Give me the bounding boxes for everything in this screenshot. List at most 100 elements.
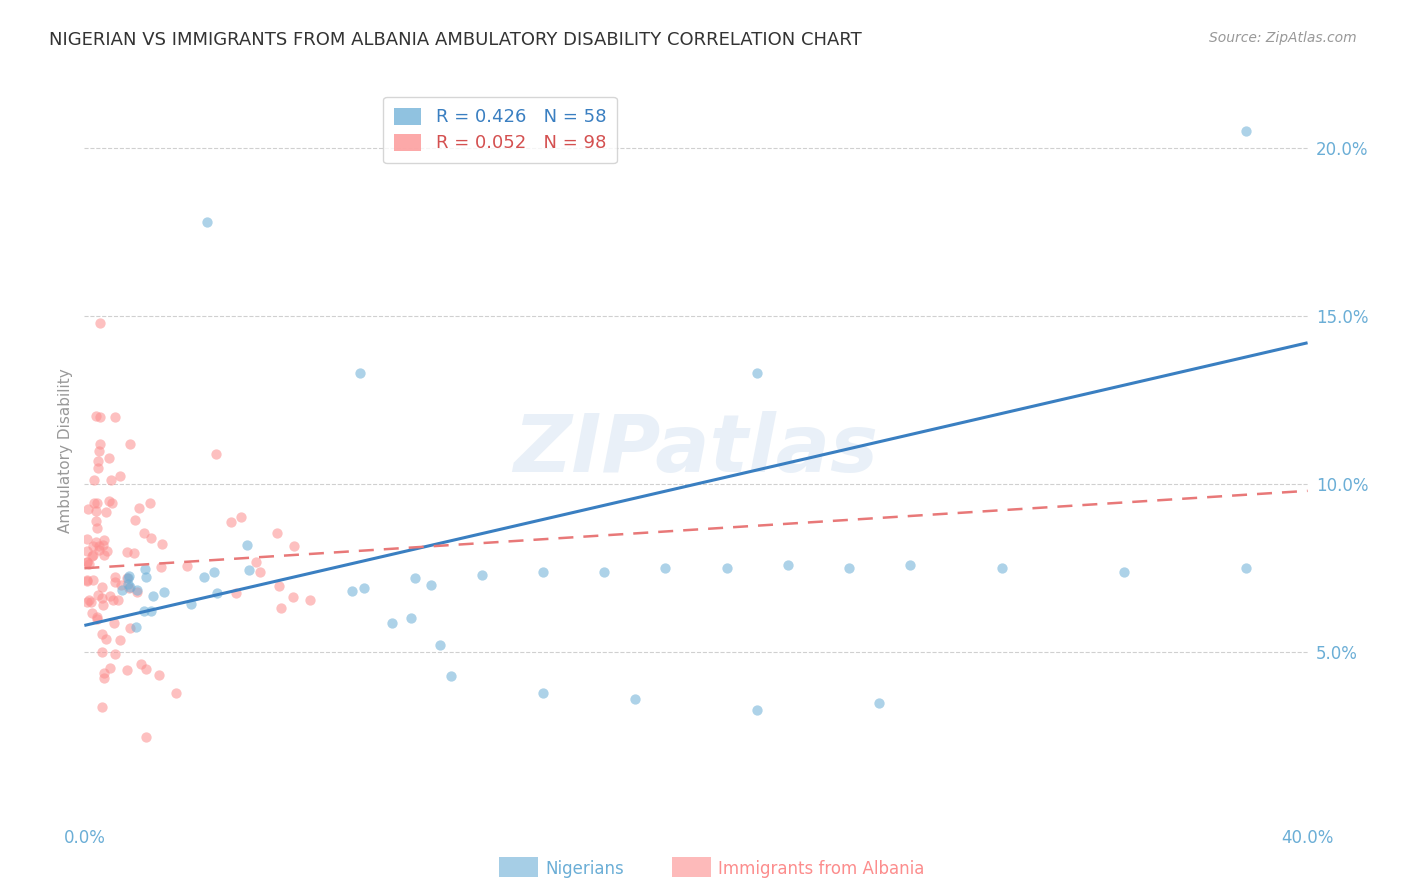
Point bbox=[531, 686, 554, 700]
Point bbox=[91, 627, 114, 641]
Point bbox=[139, 496, 162, 510]
Point bbox=[108, 469, 131, 483]
Point bbox=[89, 409, 111, 424]
Point bbox=[776, 558, 799, 572]
Point bbox=[266, 526, 288, 541]
Point bbox=[76, 555, 98, 569]
Point bbox=[381, 615, 404, 630]
Point bbox=[84, 535, 107, 549]
Point bbox=[869, 696, 891, 710]
Point bbox=[128, 501, 150, 516]
Point bbox=[342, 584, 364, 599]
Point bbox=[202, 566, 225, 580]
Point bbox=[103, 615, 125, 630]
Text: Nigerians: Nigerians bbox=[546, 860, 624, 878]
Point bbox=[76, 574, 98, 588]
Point bbox=[86, 610, 108, 624]
Point bbox=[165, 686, 187, 700]
Point bbox=[176, 559, 198, 574]
Point bbox=[86, 496, 108, 510]
Point bbox=[193, 570, 215, 584]
Point bbox=[82, 606, 104, 620]
Point bbox=[77, 557, 100, 571]
Point bbox=[134, 604, 156, 618]
Point bbox=[205, 586, 228, 600]
Point bbox=[76, 544, 98, 558]
Text: Source: ZipAtlas.com: Source: ZipAtlas.com bbox=[1209, 31, 1357, 45]
Point bbox=[101, 592, 124, 607]
Point bbox=[120, 436, 142, 450]
Point bbox=[94, 505, 117, 519]
Point bbox=[90, 591, 112, 605]
Point bbox=[153, 585, 176, 599]
Point bbox=[87, 461, 110, 475]
Point bbox=[93, 533, 115, 547]
Point bbox=[107, 593, 129, 607]
Point bbox=[87, 543, 110, 558]
Point bbox=[238, 563, 260, 577]
Point bbox=[129, 657, 152, 671]
Point bbox=[84, 409, 107, 423]
Point bbox=[115, 570, 138, 584]
Point bbox=[139, 531, 162, 545]
Point bbox=[221, 516, 243, 530]
Point bbox=[104, 574, 127, 589]
Point bbox=[82, 549, 104, 563]
Point bbox=[90, 580, 112, 594]
Point bbox=[96, 544, 118, 558]
Point bbox=[104, 570, 127, 584]
Point bbox=[149, 559, 172, 574]
Point bbox=[299, 592, 322, 607]
Point bbox=[118, 569, 141, 583]
Point bbox=[125, 582, 148, 597]
Point bbox=[91, 699, 114, 714]
Point bbox=[353, 581, 375, 595]
Point bbox=[838, 561, 860, 575]
Point bbox=[399, 611, 422, 625]
Point bbox=[471, 568, 494, 582]
Point bbox=[898, 558, 921, 572]
Point bbox=[283, 539, 305, 553]
Point bbox=[91, 538, 114, 552]
Point bbox=[86, 612, 108, 626]
Point bbox=[104, 409, 127, 424]
Point bbox=[180, 597, 202, 611]
Point bbox=[404, 571, 426, 585]
Point bbox=[110, 577, 132, 591]
Point bbox=[89, 540, 111, 554]
Point bbox=[89, 316, 111, 330]
Point bbox=[134, 562, 156, 576]
Point bbox=[100, 589, 122, 603]
Point bbox=[195, 214, 218, 228]
Point bbox=[135, 570, 157, 584]
Point bbox=[716, 561, 738, 575]
Point bbox=[104, 647, 127, 661]
Point bbox=[93, 549, 115, 563]
Point bbox=[249, 565, 271, 579]
Point bbox=[531, 565, 554, 579]
Point bbox=[84, 503, 107, 517]
Point bbox=[419, 578, 441, 592]
Point bbox=[124, 546, 146, 560]
Point bbox=[93, 666, 115, 681]
Point bbox=[98, 450, 121, 465]
Point bbox=[135, 730, 157, 744]
Point bbox=[76, 533, 98, 547]
Point bbox=[1236, 561, 1258, 575]
Point bbox=[82, 548, 104, 562]
Point bbox=[593, 565, 616, 579]
Point bbox=[269, 578, 291, 592]
Point bbox=[141, 604, 163, 618]
Point bbox=[91, 598, 114, 612]
Point bbox=[83, 496, 105, 510]
Point bbox=[747, 366, 769, 380]
Text: Immigrants from Albania: Immigrants from Albania bbox=[718, 860, 925, 878]
Point bbox=[93, 671, 115, 685]
Point bbox=[76, 556, 98, 570]
Point bbox=[270, 600, 292, 615]
Point bbox=[118, 621, 141, 635]
Point bbox=[83, 473, 105, 487]
Point bbox=[148, 667, 170, 681]
Point bbox=[654, 561, 676, 575]
Point bbox=[349, 366, 371, 380]
